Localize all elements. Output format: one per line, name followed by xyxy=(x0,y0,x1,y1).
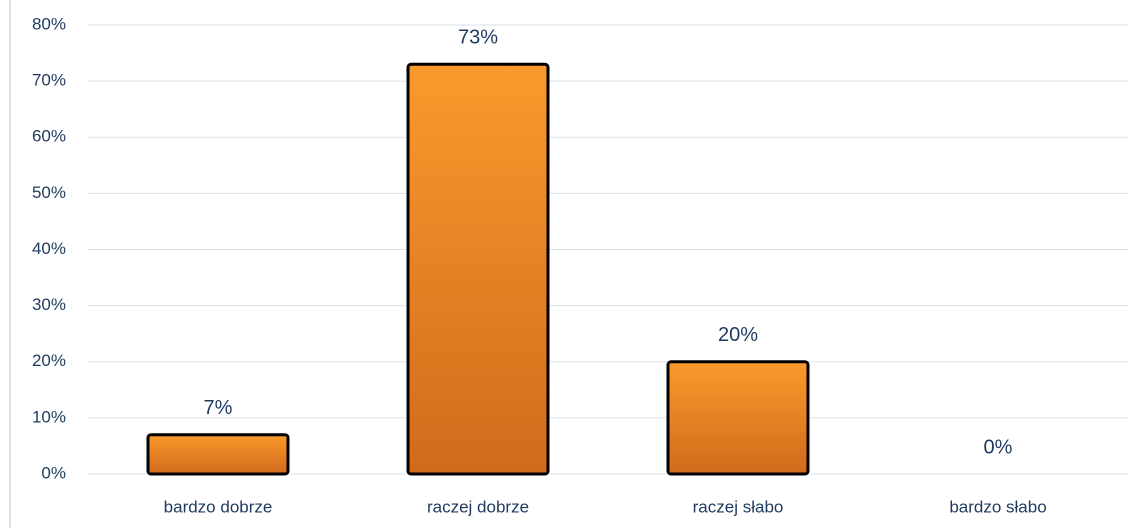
data-label: 7% xyxy=(204,397,233,419)
y-tick-label: 40% xyxy=(32,239,66,258)
y-tick-label: 30% xyxy=(32,295,66,314)
chart-border xyxy=(9,0,11,528)
data-label: 20% xyxy=(718,324,758,346)
x-tick-label: raczej dobrze xyxy=(427,497,529,516)
bar xyxy=(146,433,290,476)
x-tick-label: bardzo słabo xyxy=(949,497,1046,516)
data-label: 73% xyxy=(458,27,498,49)
data-label: 0% xyxy=(984,436,1013,458)
y-tick-label: 0% xyxy=(41,463,66,482)
y-tick-label: 60% xyxy=(32,127,66,146)
y-tick-label: 70% xyxy=(32,71,66,90)
y-tick-label: 10% xyxy=(32,407,66,426)
y-tick-label: 80% xyxy=(32,14,66,33)
bar xyxy=(666,360,810,476)
x-tick-label: bardzo dobrze xyxy=(164,497,273,516)
bar xyxy=(406,62,550,476)
x-tick-label: raczej słabo xyxy=(693,497,784,516)
y-tick-label: 20% xyxy=(32,351,66,370)
y-tick-label: 50% xyxy=(32,183,66,202)
